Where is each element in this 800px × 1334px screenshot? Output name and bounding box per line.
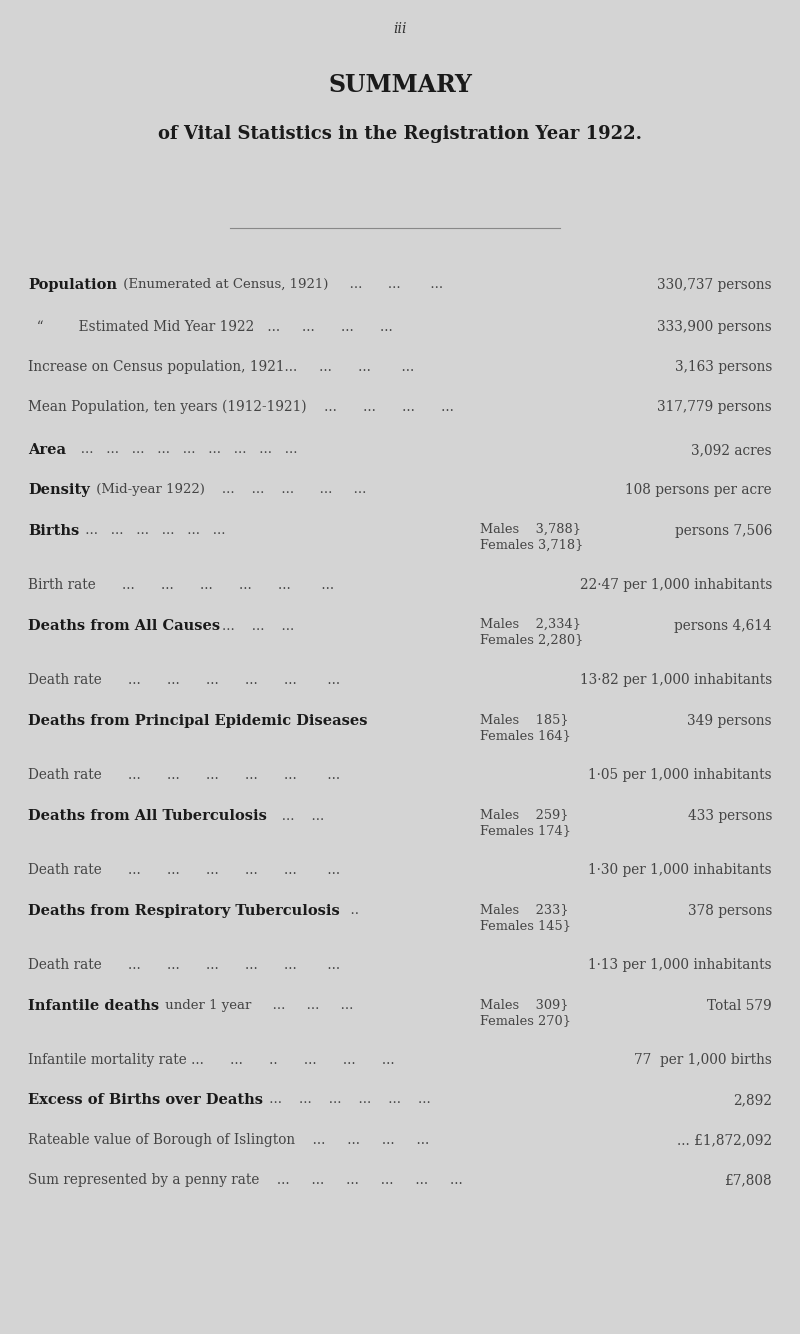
Text: ...    ...    ...    ...    ...    ...: ... ... ... ... ... ... (265, 1093, 430, 1106)
Text: Population: Population (28, 277, 117, 292)
Text: 317,779 persons: 317,779 persons (658, 400, 772, 414)
Text: Sum represented by a penny rate    ...     ...     ...     ...     ...     ...: Sum represented by a penny rate ... ... … (28, 1173, 471, 1187)
Text: ..: .. (342, 904, 358, 918)
Text: ... £1,872,092: ... £1,872,092 (677, 1133, 772, 1147)
Text: Increase on Census population, 1921...     ...      ...       ...: Increase on Census population, 1921... .… (28, 360, 427, 374)
Text: Males    2,334}: Males 2,334} (480, 618, 581, 631)
Text: of Vital Statistics in the Registration Year 1922.: of Vital Statistics in the Registration … (158, 125, 642, 143)
Text: Deaths from All Tuberculosis: Deaths from All Tuberculosis (28, 808, 267, 823)
Text: Males    185}: Males 185} (480, 712, 569, 726)
Text: Infantile mortality rate ...      ...      ..      ...      ...      ...: Infantile mortality rate ... ... .. ... … (28, 1053, 403, 1067)
Text: Deaths from Respiratory Tuberculosis: Deaths from Respiratory Tuberculosis (28, 904, 340, 918)
Text: Deaths from All Causes: Deaths from All Causes (28, 619, 220, 634)
Text: Death rate      ...      ...      ...      ...      ...       ...: Death rate ... ... ... ... ... ... (28, 958, 349, 972)
Text: Males    259}: Males 259} (480, 808, 569, 820)
Text: 1·05 per 1,000 inhabitants: 1·05 per 1,000 inhabitants (588, 768, 772, 782)
Text: 330,737 persons: 330,737 persons (658, 277, 772, 292)
Text: 108 persons per acre: 108 persons per acre (626, 483, 772, 498)
Text: Area: Area (28, 443, 66, 458)
Text: 77  per 1,000 births: 77 per 1,000 births (634, 1053, 772, 1067)
Text: (Enumerated at Census, 1921)     ...      ...       ...: (Enumerated at Census, 1921) ... ... ... (119, 277, 452, 291)
Text: Total 579: Total 579 (707, 999, 772, 1013)
Text: 378 persons: 378 persons (688, 904, 772, 918)
Text: SUMMARY: SUMMARY (328, 73, 472, 97)
Text: Females 270}: Females 270} (480, 1014, 571, 1027)
Text: Females 3,718}: Females 3,718} (480, 539, 583, 552)
Text: Death rate      ...      ...      ...      ...      ...       ...: Death rate ... ... ... ... ... ... (28, 863, 349, 876)
Text: Death rate      ...      ...      ...      ...      ...       ...: Death rate ... ... ... ... ... ... (28, 768, 349, 782)
Text: Males    233}: Males 233} (480, 903, 569, 916)
Text: ...    ...    ...: ... ... ... (222, 619, 294, 632)
Text: Rateable value of Borough of Islington    ...     ...     ...     ...: Rateable value of Borough of Islington .… (28, 1133, 442, 1147)
Text: under 1 year     ...     ...     ...: under 1 year ... ... ... (161, 999, 354, 1013)
Text: Females 2,280}: Females 2,280} (480, 634, 583, 647)
Text: 349 persons: 349 persons (687, 714, 772, 728)
Text: 3,163 persons: 3,163 persons (674, 360, 772, 374)
Text: iii: iii (394, 21, 406, 36)
Text: Infantile deaths: Infantile deaths (28, 999, 159, 1013)
Text: Birth rate      ...      ...      ...      ...      ...       ...: Birth rate ... ... ... ... ... ... (28, 578, 343, 592)
Text: ...   ...   ...   ...   ...   ...   ...   ...   ...: ... ... ... ... ... ... ... ... ... (68, 443, 310, 456)
Text: “        Estimated Mid Year 1922   ...     ...      ...      ...: “ Estimated Mid Year 1922 ... ... ... ..… (28, 320, 402, 334)
Text: persons 4,614: persons 4,614 (674, 619, 772, 634)
Text: Deaths from Principal Epidemic Diseases: Deaths from Principal Epidemic Diseases (28, 714, 367, 728)
Text: 22·47 per 1,000 inhabitants: 22·47 per 1,000 inhabitants (580, 578, 772, 592)
Text: Mean Population, ten years (1912-1921)    ...      ...      ...      ...: Mean Population, ten years (1912-1921) .… (28, 400, 462, 415)
Text: Density: Density (28, 483, 90, 498)
Text: Males    309}: Males 309} (480, 998, 569, 1011)
Text: 3,092 acres: 3,092 acres (691, 443, 772, 458)
Text: Females 145}: Females 145} (480, 919, 571, 932)
Text: Males    3,788}: Males 3,788} (480, 523, 581, 536)
Text: 1·13 per 1,000 inhabitants: 1·13 per 1,000 inhabitants (588, 958, 772, 972)
Text: ...    ...: ... ... (269, 810, 324, 823)
Text: 433 persons: 433 persons (687, 808, 772, 823)
Text: Births: Births (28, 524, 79, 538)
Text: Females 164}: Females 164} (480, 728, 571, 742)
Text: 2,892: 2,892 (733, 1093, 772, 1107)
Text: Excess of Births over Deaths: Excess of Births over Deaths (28, 1093, 263, 1107)
Text: ...   ...   ...   ...   ...   ...: ... ... ... ... ... ... (82, 524, 226, 538)
Text: 13·82 per 1,000 inhabitants: 13·82 per 1,000 inhabitants (580, 672, 772, 687)
Text: persons 7,506: persons 7,506 (674, 524, 772, 538)
Text: Death rate      ...      ...      ...      ...      ...       ...: Death rate ... ... ... ... ... ... (28, 672, 349, 687)
Text: Females 174}: Females 174} (480, 824, 571, 836)
Text: (Mid-year 1922)    ...    ...    ...      ...     ...: (Mid-year 1922) ... ... ... ... ... (92, 483, 379, 496)
Text: 333,900 persons: 333,900 persons (658, 320, 772, 334)
Text: £7,808: £7,808 (724, 1173, 772, 1187)
Text: 1·30 per 1,000 inhabitants: 1·30 per 1,000 inhabitants (588, 863, 772, 876)
